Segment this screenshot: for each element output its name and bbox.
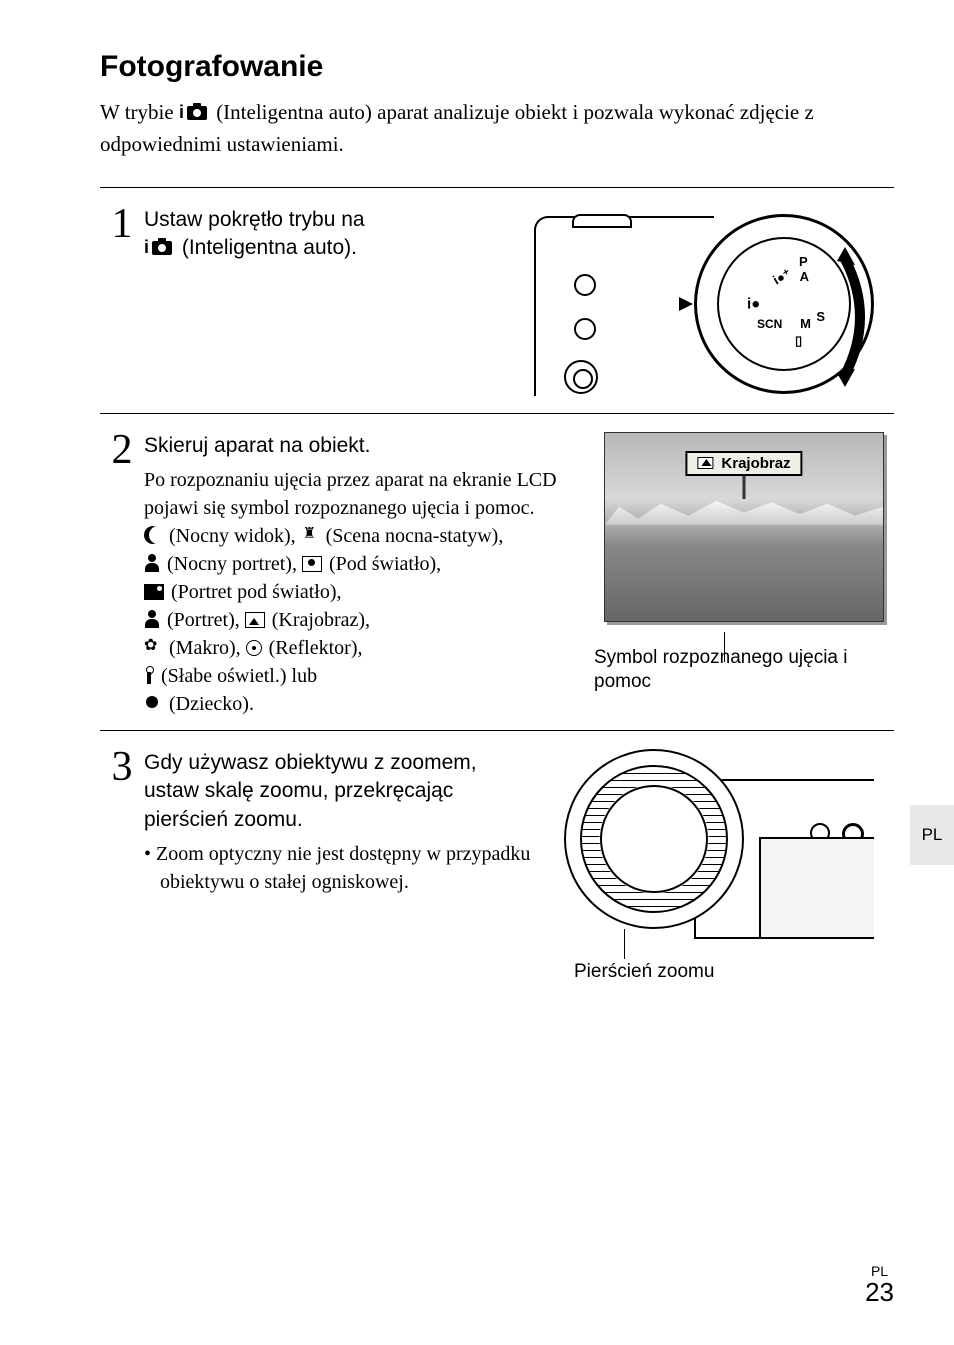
dial-mode-a: A bbox=[800, 269, 809, 284]
step-2-number: 2 bbox=[100, 432, 144, 470]
step-2: 2 Skieruj aparat na obiekt. Po rozpoznan… bbox=[100, 413, 894, 730]
step-3-bullet: • Zoom optyczny nie jest dostępny w przy… bbox=[144, 840, 534, 896]
scene-landscape: (Krajobraz), bbox=[272, 609, 370, 631]
scene-night-tripod: (Scena nocna-statyw), bbox=[326, 525, 504, 547]
intelligent-auto-icon: i bbox=[144, 237, 176, 265]
footer-page-number: 23 bbox=[865, 1279, 894, 1305]
spotlight-icon bbox=[246, 640, 262, 656]
dial-mode-p: P bbox=[799, 254, 808, 269]
dial-mode-iauto: i● bbox=[747, 295, 760, 312]
dial-mode-panorama: ▯ bbox=[795, 333, 802, 349]
scene-night: (Nocny widok), bbox=[169, 525, 296, 547]
dial-mode-scn: SCN bbox=[757, 317, 782, 331]
intelligent-auto-icon: i bbox=[179, 102, 211, 130]
baby-icon bbox=[144, 694, 162, 712]
dial-mode-iauto-plus: i●⁺ bbox=[770, 265, 794, 288]
mode-dial-illustration: i● i●⁺ P A S M ▯ SCN bbox=[534, 206, 894, 401]
svg-text:i: i bbox=[144, 237, 149, 257]
step-3-heading: Gdy używasz obiektywu z zoomem, ustaw sk… bbox=[144, 749, 534, 834]
dial-mode-m: M bbox=[800, 316, 811, 331]
scene-macro: (Makro), bbox=[169, 637, 241, 659]
zoom-ring-caption: Pierścień zoomu bbox=[574, 961, 714, 983]
step-3: 3 Gdy używasz obiektywu z zoomem, ustaw … bbox=[100, 730, 894, 971]
scene-night-portrait: (Nocny portret), bbox=[167, 553, 297, 575]
scene-lowlight: (Słabe oświetl.) lub bbox=[161, 665, 317, 687]
low-light-icon bbox=[144, 666, 154, 684]
dial-rotation-arrow-icon bbox=[837, 247, 877, 387]
svg-text:i: i bbox=[179, 102, 184, 122]
backlight-icon bbox=[302, 556, 322, 572]
step-1-head-post: (Inteligentna auto). bbox=[182, 236, 357, 259]
page-title: Fotografowanie bbox=[100, 50, 894, 84]
step-1-heading: Ustaw pokrętło trybu na i (Inteligentna … bbox=[144, 206, 514, 266]
lcd-caption: Symbol rozpoznanego ujęcia i pomoc bbox=[594, 646, 894, 695]
step-1: 1 Ustaw pokrętło trybu na i (Inteligentn… bbox=[100, 187, 894, 413]
intro-paragraph: W trybie i (Inteligentna auto) aparat an… bbox=[100, 98, 894, 159]
night-tripod-icon bbox=[301, 526, 319, 544]
landscape-icon bbox=[697, 457, 713, 469]
step-2-description: Po rozpoznaniu ujęcia przez aparat na ek… bbox=[144, 466, 574, 522]
scene-portrait: (Portret), bbox=[167, 609, 240, 631]
step-1-head-pre: Ustaw pokrętło trybu na bbox=[144, 208, 365, 231]
scene-baby: (Dziecko). bbox=[169, 693, 254, 715]
page-footer: PL 23 bbox=[865, 1263, 894, 1305]
scene-spotlight: (Reflektor), bbox=[269, 637, 363, 659]
language-side-tab: PL bbox=[910, 805, 954, 865]
lcd-scene-badge: Krajobraz bbox=[685, 451, 802, 476]
portrait-icon bbox=[144, 610, 160, 628]
lcd-badge-label: Krajobraz bbox=[721, 455, 790, 472]
macro-icon bbox=[144, 638, 162, 656]
night-portrait-icon bbox=[144, 554, 160, 572]
scene-backlight-portrait: (Portret pod światło), bbox=[171, 581, 342, 603]
zoom-ring-illustration: Pierścień zoomu bbox=[554, 749, 894, 959]
step-1-number: 1 bbox=[100, 206, 144, 244]
intro-pre: W trybie bbox=[100, 100, 179, 124]
night-view-icon bbox=[144, 526, 162, 544]
backlight-portrait-icon bbox=[144, 584, 164, 600]
landscape-icon bbox=[245, 612, 265, 628]
step-3-number: 3 bbox=[100, 749, 144, 787]
dial-mode-s: S bbox=[816, 309, 825, 324]
lcd-scene-illustration: Krajobraz Symbol rozpoznanego ujęcia i p… bbox=[594, 432, 894, 718]
step-2-heading: Skieruj aparat na obiekt. bbox=[144, 432, 574, 460]
scene-backlight: (Pod światło), bbox=[329, 553, 441, 575]
scene-recognition-list: (Nocny widok), (Scena nocna-statyw), (No… bbox=[144, 522, 574, 718]
